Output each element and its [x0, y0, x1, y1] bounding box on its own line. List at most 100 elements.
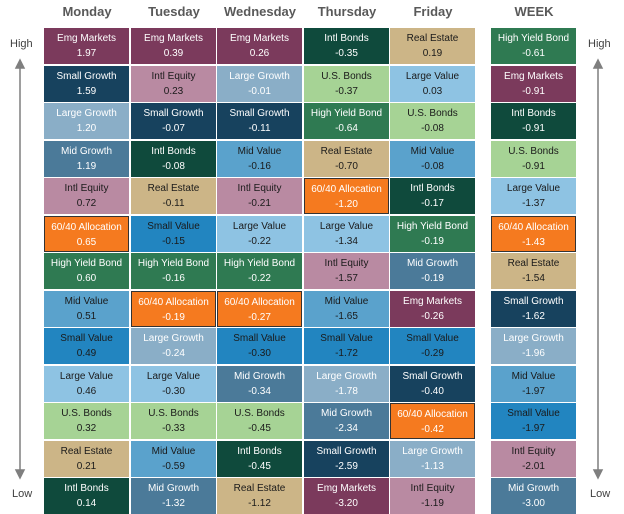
- return-value: 0.19: [422, 48, 443, 59]
- cell: Large Growth -0.24: [131, 328, 216, 364]
- cell: Intl Bonds -0.17: [390, 178, 475, 214]
- cell: Small Value -0.15: [131, 215, 216, 252]
- cell: Emg Markets -3.20: [304, 478, 389, 514]
- asset-name: Intl Equity: [511, 445, 556, 457]
- cell: Large Growth 1.20: [44, 103, 129, 139]
- cell: Large Value 0.03: [390, 65, 475, 102]
- cell: Emg Markets -0.91: [491, 65, 576, 102]
- asset-name: Large Growth: [316, 370, 377, 382]
- return-value: -0.91: [522, 160, 545, 172]
- return-value: -0.19: [162, 311, 185, 323]
- cell: Intl Bonds -0.08: [131, 140, 216, 177]
- cell: Large Value -0.30: [131, 365, 216, 402]
- cell: High Yield Bond -0.61: [491, 28, 576, 64]
- cell: 60/40 Allocation -0.42: [390, 403, 475, 439]
- cell: Emg Markets 1.97: [44, 28, 129, 64]
- asset-name: Emg Markets: [57, 33, 116, 44]
- return-value: -0.91: [522, 123, 545, 134]
- return-value: 0.49: [76, 348, 97, 359]
- asset-name: Mid Value: [410, 145, 455, 157]
- return-value: -0.45: [248, 460, 271, 472]
- return-value: -0.30: [162, 385, 185, 397]
- return-value: -0.35: [335, 48, 358, 59]
- cell: Large Value -1.37: [491, 178, 576, 214]
- cell: Real Estate -1.54: [491, 253, 576, 289]
- return-value: 1.97: [76, 48, 97, 59]
- asset-name: Intl Equity: [410, 483, 455, 494]
- cell: Large Value -1.34: [304, 215, 389, 252]
- cell: Large Value -0.22: [217, 215, 302, 252]
- return-value: 0.21: [76, 460, 97, 472]
- cell: Large Value 0.46: [44, 365, 129, 402]
- return-value: -1.97: [522, 423, 545, 434]
- asset-name: Large Growth: [229, 70, 290, 82]
- asset-name: Small Growth: [56, 70, 117, 82]
- cell: U.S. Bonds -0.33: [131, 403, 216, 439]
- low-label: Low: [590, 488, 611, 500]
- cell: 60/40 Allocation -1.43: [491, 215, 576, 252]
- return-value: -3.00: [522, 498, 545, 509]
- cell: 60/40 Allocation -0.19: [131, 290, 216, 327]
- asset-name: Mid Value: [324, 295, 369, 307]
- column-header: Wednesday: [223, 4, 296, 19]
- return-value: -0.27: [248, 311, 271, 323]
- return-value: 0.39: [163, 48, 184, 59]
- cell: U.S. Bonds -0.91: [491, 140, 576, 177]
- asset-name: Large Growth: [402, 445, 463, 457]
- return-value: -0.42: [421, 424, 444, 435]
- return-value: -1.32: [162, 498, 185, 509]
- return-value: 1.20: [76, 123, 97, 134]
- asset-name: Large Value: [405, 70, 460, 82]
- return-value: -0.16: [248, 160, 271, 172]
- return-value: -1.96: [522, 348, 545, 359]
- return-value: -0.70: [335, 160, 358, 172]
- asset-name: Intl Bonds: [64, 483, 109, 494]
- asset-name: Small Value: [233, 333, 286, 344]
- return-value: -1.54: [522, 273, 545, 284]
- return-value: -0.11: [248, 123, 271, 134]
- asset-name: Emg Markets: [144, 33, 203, 44]
- cell: Mid Growth -0.34: [217, 365, 302, 402]
- cell: U.S. Bonds -0.45: [217, 403, 302, 439]
- asset-name: Real Estate: [406, 33, 459, 44]
- cell: Intl Equity 0.72: [44, 178, 129, 214]
- cell: Large Growth -1.78: [304, 365, 389, 402]
- cell: High Yield Bond -0.22: [217, 253, 302, 289]
- return-value: -0.21: [248, 198, 271, 209]
- cell: Intl Bonds 0.14: [44, 478, 129, 514]
- return-value: -0.34: [248, 385, 271, 397]
- asset-name: 60/40 Allocation: [51, 221, 122, 233]
- cell: Emg Markets 0.39: [131, 28, 216, 64]
- return-value: -0.24: [162, 348, 185, 359]
- cell: Small Growth -2.59: [304, 440, 389, 477]
- cell: Intl Equity -1.19: [390, 478, 475, 514]
- return-value: -1.20: [335, 199, 358, 210]
- asset-name: Large Growth: [143, 333, 204, 344]
- cell: Mid Value -0.16: [217, 140, 302, 177]
- asset-name: Emg Markets: [504, 70, 563, 82]
- cell: Small Growth -0.40: [390, 365, 475, 402]
- column-header: Thursday: [317, 4, 377, 19]
- return-value: -1.57: [335, 273, 358, 284]
- asset-name: 60/40 Allocation: [224, 296, 295, 308]
- return-value: 0.26: [249, 48, 270, 59]
- return-value: -0.07: [162, 123, 185, 134]
- asset-name: Mid Value: [151, 445, 196, 457]
- cell: High Yield Bond 0.60: [44, 253, 129, 289]
- return-value: 0.14: [76, 498, 97, 509]
- cell: High Yield Bond -0.19: [390, 215, 475, 252]
- high-label: High: [10, 38, 33, 50]
- column-header: Tuesday: [148, 4, 200, 19]
- cell: Mid Value -1.65: [304, 290, 389, 327]
- asset-name: High Yield Bond: [137, 258, 210, 269]
- return-value: -0.08: [421, 123, 444, 134]
- cell: Small Value -1.72: [304, 328, 389, 364]
- asset-name: Small Growth: [503, 295, 564, 307]
- asset-name: Large Value: [59, 370, 114, 382]
- cell: Mid Growth 1.19: [44, 140, 129, 177]
- return-value: -0.40: [421, 385, 444, 397]
- asset-name: Intl Bonds: [410, 183, 455, 194]
- asset-name: U.S. Bonds: [321, 70, 372, 82]
- cell: Small Growth -0.07: [131, 103, 216, 139]
